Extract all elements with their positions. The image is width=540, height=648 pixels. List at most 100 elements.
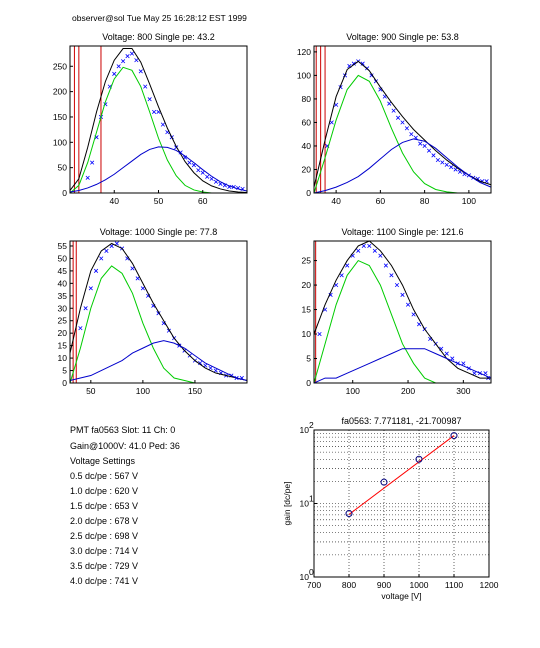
y-tick-label: 15 (302, 305, 312, 315)
data-point (472, 371, 477, 376)
axes-box (313, 45, 492, 194)
chart-3: Voltage: 1000 Single pe: 77.8 50 100 150 0 5 1… (58, 227, 248, 396)
data-point (395, 115, 401, 120)
x-axis-label: voltage [V] (381, 591, 421, 601)
y-tick-label: 40 (58, 278, 68, 288)
fit-line-fit-total (69, 48, 248, 193)
fit-line-fit-double (313, 138, 492, 194)
x-tick-label: 40 (110, 196, 120, 206)
y-tick-exponent: 2 (309, 420, 314, 430)
x-tick-label: 100 (136, 386, 150, 396)
chart-title: Voltage: 800 Single pe: 43.2 (102, 32, 215, 42)
data-point (116, 64, 121, 69)
data-point (484, 179, 489, 184)
data-point (411, 312, 416, 317)
x-tick-label: 300 (456, 386, 470, 396)
data-point (339, 273, 344, 278)
chart-title: Voltage: 900 Single pe: 53.8 (346, 32, 459, 42)
data-point (405, 302, 411, 307)
data-point (449, 165, 454, 170)
y-tick-label: 0 (306, 378, 311, 388)
data-point (345, 263, 350, 268)
y-tick-label: 100 (53, 137, 67, 147)
chart-title: Voltage: 1100 Single pe: 121.6 (342, 227, 464, 237)
data-point (387, 101, 392, 106)
data-point (83, 306, 88, 311)
data-point (409, 132, 414, 137)
fit-line-fit-single (69, 66, 247, 194)
y-tick-label: 5 (62, 366, 67, 376)
chart-title: fa0563: 7.771181, -21.700987 (342, 416, 462, 426)
fit-line-fit-single (69, 265, 247, 384)
data-point (422, 143, 427, 149)
data-point (213, 368, 218, 373)
data-point (104, 248, 109, 254)
y-tick-label: 45 (58, 266, 68, 276)
y-tick-label: 10 (300, 572, 310, 582)
header-text: observer@sol Tue May 25 16:28:12 EST 199… (72, 13, 247, 23)
data-point (356, 248, 361, 253)
info-setting-7: 3.5 dc/pe : 729 V (70, 561, 139, 571)
fit-line-fit-double (313, 348, 492, 384)
data-point (334, 102, 339, 107)
y-tick-label: 50 (58, 253, 68, 263)
data-point (360, 61, 365, 66)
y-tick-label: 0 (62, 188, 67, 198)
data-point (404, 126, 410, 131)
y-tick-label: 20 (58, 328, 68, 338)
data-point (135, 276, 140, 281)
y-tick-label: 25 (302, 256, 312, 266)
gain-point (450, 432, 458, 440)
y-tick-label: 10 (300, 499, 310, 509)
data-point (138, 69, 143, 74)
y-tick-label: 0 (62, 378, 67, 388)
data-point (140, 286, 145, 291)
data-point (147, 97, 152, 102)
info-gain-line: Gain@1000V: 41.0 Ped: 36 (70, 441, 180, 451)
x-tick-label: 50 (154, 196, 164, 206)
y-tick-label: 35 (58, 291, 68, 301)
fit-line-fit-total (313, 240, 491, 379)
data-point (208, 365, 213, 371)
y-tick-label: 20 (302, 280, 312, 290)
x-tick-label: 60 (198, 196, 208, 206)
data-point (435, 157, 440, 163)
y-tick-label: 150 (53, 112, 67, 122)
fit-line-fit (348, 435, 455, 515)
chart-4: Voltage: 1100 Single pe: 121.6 100 200 300 0… (302, 227, 492, 396)
info-setting-6: 3.0 dc/pe : 714 V (70, 546, 139, 556)
data-point (90, 160, 95, 165)
data-point (187, 160, 192, 165)
fit-line-fit-total (69, 242, 248, 381)
x-tick-label: 60 (376, 196, 386, 206)
y-tick-exponent: 0 (309, 567, 314, 577)
y-tick-label: 20 (302, 164, 312, 174)
data-point (444, 162, 449, 167)
data-point (361, 243, 366, 248)
y-tick-label: 50 (58, 163, 68, 173)
info-setting-8: 4.0 dc/pe : 741 V (70, 576, 139, 586)
x-tick-label: 40 (331, 196, 341, 206)
x-tick-label: 100 (462, 196, 476, 206)
data-point (160, 122, 166, 127)
fit-line-fit-double (69, 146, 248, 193)
data-point (93, 268, 99, 273)
data-point (114, 241, 119, 246)
data-point (196, 168, 201, 173)
data-point (88, 286, 93, 291)
x-tick-label: 800 (342, 580, 356, 590)
y-tick-label: 30 (58, 303, 68, 313)
y-tick-label: 80 (302, 94, 312, 104)
x-tick-label: 150 (188, 386, 202, 396)
gain-point (415, 455, 423, 463)
y-tick-exponent: 1 (309, 494, 314, 504)
data-point (417, 322, 422, 327)
data-point (378, 253, 383, 258)
data-point (129, 51, 135, 56)
chart-1: Voltage: 800 Single pe: 43.2 40 50 60 0 50 100… (53, 32, 248, 206)
y-tick-label: 55 (58, 241, 68, 251)
x-tick-label: 200 (401, 386, 415, 396)
y-tick-label: 40 (302, 141, 312, 151)
